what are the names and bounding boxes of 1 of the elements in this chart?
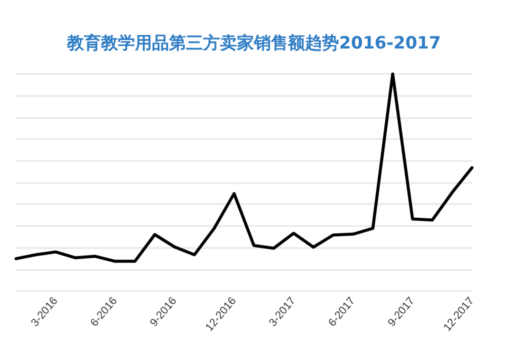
- chart-title: 教育教学用品第三方卖家销售额趋势2016-2017: [66, 32, 441, 54]
